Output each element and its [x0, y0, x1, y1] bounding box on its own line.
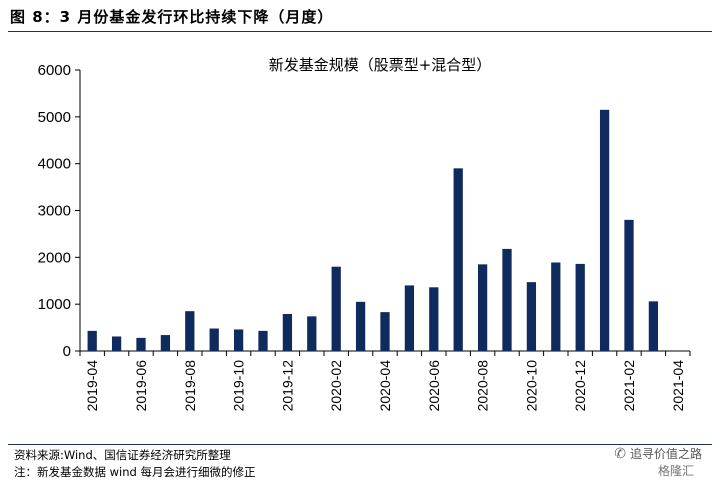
- x-tick-label: 2021-04: [670, 360, 686, 412]
- y-tick-label: 2000: [38, 249, 71, 266]
- y-tick-label: 3000: [38, 203, 71, 220]
- figure-title: 图 8：3 月份基金发行环比持续下降（月度）: [10, 8, 334, 26]
- x-tick-label: 2019-08: [182, 360, 198, 412]
- bar-2019-09: [209, 328, 219, 351]
- y-tick-label: 6000: [38, 62, 71, 79]
- bar-2020-10: [526, 282, 537, 351]
- bar-2020-02: [331, 266, 341, 351]
- x-tick-label: 2020-12: [572, 360, 588, 412]
- y-tick-label: 1000: [38, 296, 71, 313]
- bar-2020-04: [380, 312, 390, 351]
- y-axis: 0 1000 2000 3000 4000 5000 6000: [38, 62, 81, 360]
- bar-2019-05: [111, 336, 122, 351]
- bar-2020-01: [307, 316, 317, 351]
- bar-2020-05: [404, 285, 415, 351]
- watermark-text: 追寻价值之路: [629, 447, 702, 461]
- x-tick-label: 2019-12: [279, 360, 295, 412]
- x-tick-label: 2021-02: [621, 360, 637, 412]
- bar-2019-11: [258, 330, 268, 351]
- bar-2019-12: [282, 314, 293, 351]
- x-axis: 2019-04 2019-06 2019-08 2019-10 2019-12 2020-…: [79, 350, 691, 412]
- y-tick-label: 0: [63, 343, 71, 360]
- bar-2020-12: [575, 263, 585, 351]
- bar-2019-07: [160, 335, 171, 351]
- wechat-icon: ✆: [614, 445, 626, 462]
- data-note: 注：新发基金数据 wind 每月会进行细微的修正: [14, 465, 256, 479]
- bar-2020-07: [453, 168, 463, 351]
- bar-2020-08: [477, 264, 488, 351]
- y-tick-label: 4000: [38, 156, 71, 173]
- x-tick-label: 2020-04: [377, 360, 393, 412]
- x-tick-label: 2019-04: [84, 360, 100, 412]
- x-tick-label: 2020-10: [523, 360, 539, 412]
- bars: [87, 109, 659, 351]
- bar-2019-10: [233, 329, 244, 351]
- x-tick-label: 2019-10: [231, 360, 247, 412]
- chart-title: 新发基金规模（股票型+混合型）: [269, 56, 492, 74]
- bottom-divider: [8, 444, 712, 445]
- bar-2019-06: [136, 337, 146, 351]
- watermark: ✆ 追寻价值之路: [614, 445, 702, 462]
- bar-2021-03: [648, 301, 659, 351]
- x-tick-label: 2019-06: [133, 360, 149, 412]
- source-note: 资料来源:Wind、国信证券经济研究所整理: [14, 448, 231, 462]
- bar-2019-08: [185, 311, 195, 351]
- x-tick-label: 2020-02: [328, 360, 344, 412]
- bar-2020-11: [551, 262, 561, 351]
- bar-2021-01: [599, 109, 610, 351]
- watermark-brand: 格隆汇: [657, 464, 694, 478]
- bar-2021-02: [624, 219, 634, 351]
- y-tick-label: 5000: [38, 109, 71, 126]
- bar-chart: 新发基金规模（股票型+混合型） 0 1000 2000 3000 4000 5000 600…: [38, 56, 691, 412]
- bar-2019-04: [87, 330, 97, 351]
- top-divider: [8, 31, 712, 32]
- bar-2020-06: [429, 287, 439, 351]
- x-tick-label: 2020-08: [475, 360, 491, 412]
- bar-2020-03: [355, 301, 366, 351]
- x-tick-label: 2020-06: [426, 360, 442, 412]
- bar-2020-09: [502, 248, 512, 351]
